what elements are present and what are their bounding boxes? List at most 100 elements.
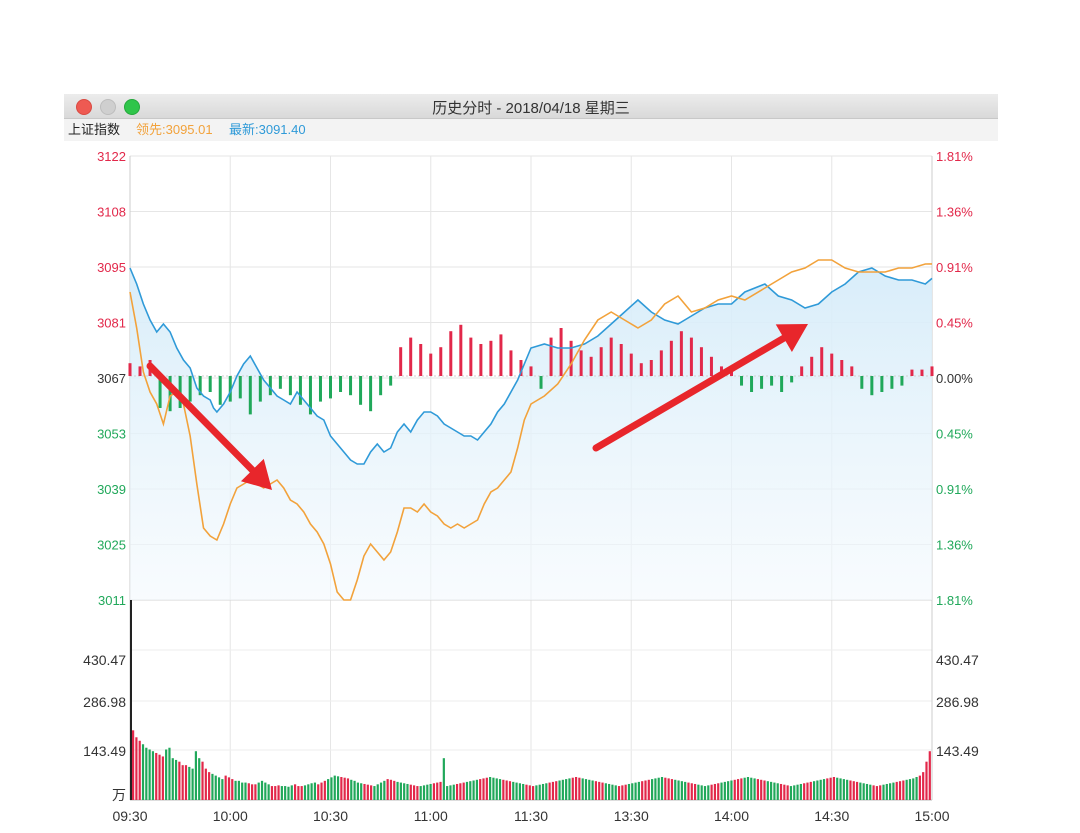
volume-bar — [277, 785, 280, 800]
volume-bar — [809, 781, 812, 800]
volume-bar — [889, 783, 892, 800]
volume-bar — [882, 784, 885, 800]
volume-bar — [270, 786, 274, 800]
volume-bar — [541, 783, 545, 800]
volume-bar — [657, 777, 660, 800]
volume-bar — [535, 785, 538, 800]
volume-bar — [905, 779, 908, 800]
volume-bar — [280, 786, 283, 800]
volume-bar — [776, 783, 779, 800]
volume-bar — [366, 784, 369, 800]
strength-bar — [509, 350, 513, 376]
volume-bar — [677, 780, 680, 800]
volume-bar — [591, 780, 594, 800]
volume-bar — [859, 782, 862, 800]
strength-bar — [579, 350, 583, 376]
volume-bar — [505, 780, 508, 800]
y-left-tick: 3095 — [97, 260, 126, 275]
volume-bar — [617, 786, 621, 800]
volume-bar — [462, 782, 465, 800]
volume-bar — [581, 778, 584, 800]
volume-bar — [687, 782, 690, 800]
volume-bar — [697, 784, 700, 800]
lead-line — [129, 259, 933, 601]
strength-bar — [399, 347, 403, 376]
volume-bar — [412, 785, 416, 800]
strength-bar — [449, 331, 453, 376]
y-right-tick: 0.91% — [936, 260, 973, 275]
title-bar[interactable]: 历史分时 - 2018/04/18 星期三 — [64, 94, 998, 119]
zoom-icon[interactable] — [124, 99, 140, 115]
volume-bar — [227, 777, 231, 800]
volume-bar — [336, 776, 340, 800]
index-name: 上证指数 — [68, 122, 121, 137]
strength-bar — [619, 344, 623, 376]
volume-bar — [340, 777, 343, 800]
volume-left-tick: 430.47 — [83, 652, 126, 668]
volume-bar — [254, 784, 257, 800]
volume-bar — [634, 782, 637, 800]
volume-bar — [452, 784, 455, 800]
strength-bar — [930, 366, 934, 376]
strength-bar — [689, 337, 693, 376]
y-right-tick: 1.36% — [936, 205, 973, 220]
strength-bar — [790, 376, 794, 383]
volume-bar — [426, 784, 429, 800]
volume-bar — [892, 782, 895, 800]
info-bar: 上证指数 领先:3095.01 最新:3091.40 — [64, 119, 998, 141]
strength-bar — [278, 376, 282, 389]
volume-bar — [290, 785, 293, 800]
volume-bar — [508, 781, 512, 800]
volume-bar — [237, 780, 240, 800]
volume-bar — [419, 786, 422, 800]
volume-bar — [155, 752, 158, 800]
x-tick: 13:30 — [614, 808, 649, 824]
volume-left-tick: 286.98 — [83, 694, 126, 710]
y-right-tick: 0.00% — [936, 371, 973, 386]
volume-bar — [436, 782, 439, 800]
volume-bar — [822, 779, 826, 800]
volume-bar — [551, 781, 555, 800]
arrow-shaft — [592, 334, 788, 452]
strength-bar — [248, 376, 252, 415]
y-left-tick: 3011 — [98, 593, 126, 608]
strength-bar — [379, 376, 383, 396]
close-icon[interactable] — [76, 99, 92, 115]
x-tick: 11:30 — [514, 808, 548, 824]
strength-bar — [870, 376, 874, 396]
minimize-icon[interactable] — [100, 99, 116, 115]
volume-bar — [472, 780, 475, 800]
volume-bar — [750, 777, 753, 800]
volume-bar — [320, 782, 323, 800]
volume-bar — [806, 782, 809, 800]
volume-bar — [389, 779, 393, 800]
strength-bar — [659, 350, 663, 376]
strength-bar — [750, 376, 754, 392]
volume-bar — [403, 783, 406, 800]
strength-bar — [188, 376, 192, 402]
strength-bar — [429, 353, 433, 376]
volume-bar — [171, 758, 174, 800]
volume-bar — [816, 780, 819, 800]
strength-bar — [609, 337, 613, 376]
strength-bar — [339, 376, 343, 392]
volume-bar — [208, 772, 211, 800]
strength-bar — [549, 337, 553, 376]
volume-bar — [221, 779, 224, 800]
volume-spike — [130, 600, 132, 800]
volume-bar — [300, 786, 303, 800]
strength-bar — [329, 376, 332, 399]
volume-bar — [730, 780, 733, 800]
strength-bar — [128, 363, 132, 376]
strength-bar — [770, 376, 774, 386]
volume-bar — [161, 756, 164, 800]
volume-bar — [548, 782, 551, 800]
strength-bar — [780, 376, 784, 392]
volume-bar — [763, 780, 766, 800]
volume-bar — [525, 784, 528, 800]
volume-bar — [872, 785, 875, 800]
volume-bar — [274, 786, 277, 800]
volume-bar — [796, 784, 799, 800]
volume-bar — [360, 783, 363, 800]
strength-bar — [439, 347, 443, 376]
